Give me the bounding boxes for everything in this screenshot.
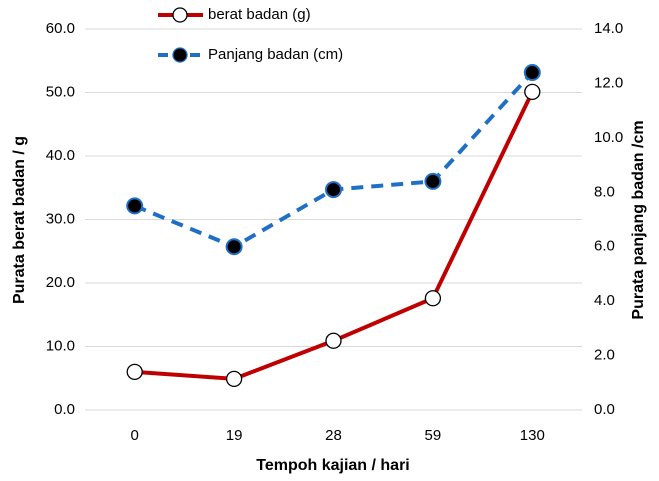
y-tick-label: 0.0	[54, 401, 75, 418]
x-tick-label: 19	[226, 427, 243, 444]
data-point	[225, 238, 243, 256]
y2-tick-label: 0.0	[594, 401, 615, 418]
y2-tick-label: 12.0	[594, 74, 623, 91]
y2-tick-label: 4.0	[594, 292, 615, 309]
y2-tick-label: 8.0	[594, 183, 615, 200]
data-point	[424, 290, 442, 307]
y-tick-label: 60.0	[46, 20, 75, 37]
x-tick-label: 28	[325, 427, 342, 444]
data-point	[325, 332, 342, 349]
data-point	[225, 370, 243, 388]
legend-marker	[172, 47, 188, 63]
data-point	[126, 197, 144, 215]
x-tick-label: 130	[520, 427, 545, 444]
y2-tick-label: 14.0	[594, 20, 623, 37]
legend-label: Panjang badan (cm)	[208, 46, 343, 63]
y-tick-label: 50.0	[46, 83, 75, 100]
data-point	[325, 181, 342, 199]
legend-marker	[172, 7, 188, 23]
legend-label: berat badan (g)	[208, 6, 311, 23]
y-tick-label: 10.0	[46, 337, 75, 354]
data-point	[424, 172, 442, 190]
y2-tick-label: 6.0	[594, 238, 615, 255]
y-axis-title: Purata berat badan / g	[11, 136, 28, 304]
y2-tick-label: 2.0	[594, 347, 615, 364]
data-point	[126, 363, 143, 381]
x-tick-label: 0	[131, 427, 139, 444]
x-tick-label: 59	[425, 427, 442, 444]
y-tick-label: 40.0	[46, 147, 75, 164]
y2-axis-title: Purata panjang badan /cm	[630, 120, 647, 319]
series-line	[133, 71, 534, 249]
x-axis-title: Tempoh kajian / hari	[256, 457, 410, 474]
y-tick-label: 20.0	[46, 274, 75, 291]
y2-tick-label: 10.0	[594, 129, 623, 146]
y-tick-label: 30.0	[46, 210, 75, 227]
data-point	[524, 83, 541, 101]
data-point	[523, 64, 541, 82]
